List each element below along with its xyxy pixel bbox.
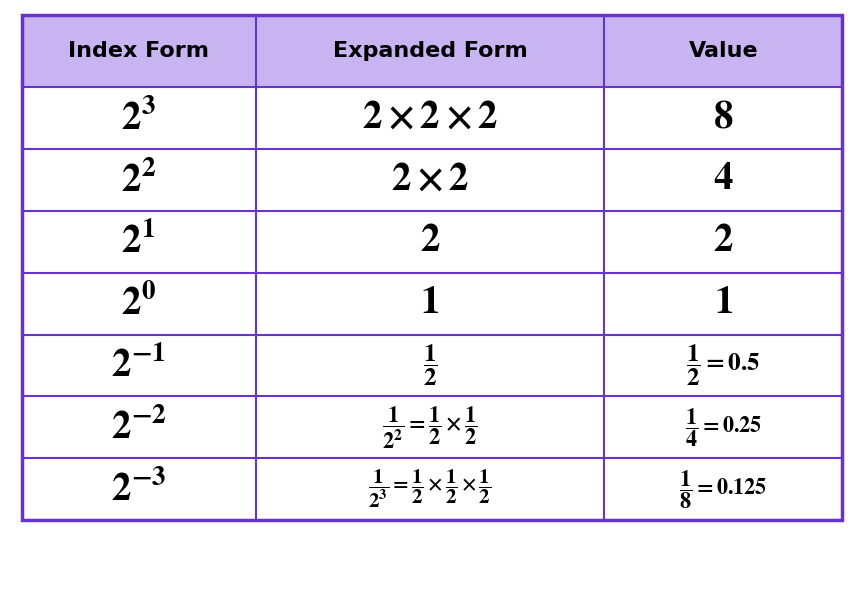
Bar xyxy=(256,149,604,211)
Bar xyxy=(256,211,604,273)
Text: $\mathbf{1}$: $\mathbf{1}$ xyxy=(421,286,440,321)
Text: $\mathbf{2^0}$: $\mathbf{2^0}$ xyxy=(121,285,156,323)
Text: $\mathbf{2 \times 2}$: $\mathbf{2 \times 2}$ xyxy=(391,163,469,198)
Bar xyxy=(605,88,842,149)
Text: $\mathbf{2^2}$: $\mathbf{2^2}$ xyxy=(121,161,156,199)
Bar xyxy=(256,88,604,149)
Bar xyxy=(605,211,842,273)
Bar xyxy=(256,458,604,520)
Text: $\mathbf{2^3}$: $\mathbf{2^3}$ xyxy=(121,99,156,137)
Bar xyxy=(605,15,842,88)
Text: $\mathbf{\dfrac{1}{2^3} = \dfrac{1}{2} \times \dfrac{1}{2} \times \dfrac{1}{2}}$: $\mathbf{\dfrac{1}{2^3} = \dfrac{1}{2} \… xyxy=(368,468,492,510)
Bar xyxy=(256,334,604,396)
Text: $\mathbf{\dfrac{1}{8} = 0.125}$: $\mathbf{\dfrac{1}{8} = 0.125}$ xyxy=(679,468,767,511)
Bar xyxy=(256,15,604,88)
Bar xyxy=(605,273,842,334)
Bar xyxy=(22,15,256,88)
Text: $\mathbf{2^{-2}}$: $\mathbf{2^{-2}}$ xyxy=(111,408,167,447)
Text: Index Form: Index Form xyxy=(68,41,209,61)
Bar xyxy=(22,211,256,273)
Text: $\mathbf{\dfrac{1}{2^2} = \dfrac{1}{2} \times \dfrac{1}{2}}$: $\mathbf{\dfrac{1}{2^2} = \dfrac{1}{2} \… xyxy=(382,404,478,451)
Text: $\mathbf{\dfrac{1}{2} = 0.5}$: $\mathbf{\dfrac{1}{2} = 0.5}$ xyxy=(686,343,760,389)
Bar xyxy=(256,273,604,334)
Text: $\mathbf{2^1}$: $\mathbf{2^1}$ xyxy=(122,223,156,261)
Text: $\mathbf{4}$: $\mathbf{4}$ xyxy=(713,163,734,198)
Bar xyxy=(22,273,256,334)
Bar xyxy=(22,396,256,458)
Bar xyxy=(605,334,842,396)
Bar xyxy=(22,458,256,520)
Bar xyxy=(22,334,256,396)
Text: $\mathbf{8}$: $\mathbf{8}$ xyxy=(713,101,734,136)
Text: $\mathbf{2}$: $\mathbf{2}$ xyxy=(420,224,440,259)
Bar xyxy=(605,458,842,520)
Bar xyxy=(605,149,842,211)
Text: $\mathbf{2^{-1}}$: $\mathbf{2^{-1}}$ xyxy=(111,347,166,385)
Bar xyxy=(605,396,842,458)
Text: Value: Value xyxy=(689,41,759,61)
Bar xyxy=(22,88,256,149)
Bar xyxy=(22,149,256,211)
Text: $\mathbf{2 \times 2 \times 2}$: $\mathbf{2 \times 2 \times 2}$ xyxy=(362,101,499,136)
Text: $\mathbf{\dfrac{1}{4} = 0.25}$: $\mathbf{\dfrac{1}{4} = 0.25}$ xyxy=(685,406,762,449)
Bar xyxy=(256,396,604,458)
Bar xyxy=(22,15,842,520)
Text: $\mathbf{2^{-3}}$: $\mathbf{2^{-3}}$ xyxy=(111,470,166,508)
Text: Expanded Form: Expanded Form xyxy=(333,41,527,61)
Text: $\mathbf{\dfrac{1}{2}}$: $\mathbf{\dfrac{1}{2}}$ xyxy=(422,343,437,389)
Text: $\mathbf{2}$: $\mathbf{2}$ xyxy=(713,224,734,259)
Text: $\mathbf{1}$: $\mathbf{1}$ xyxy=(714,286,733,321)
